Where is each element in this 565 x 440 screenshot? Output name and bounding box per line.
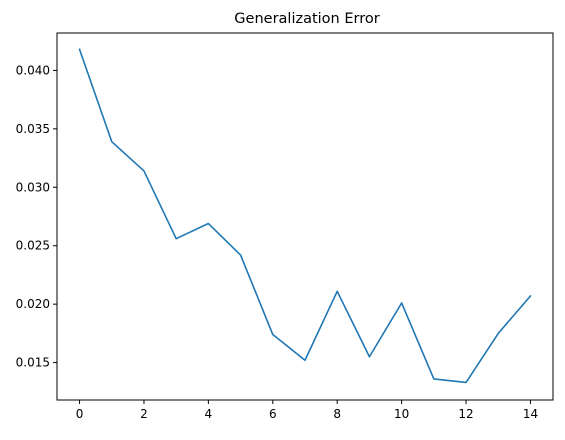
x-tick-label: 4	[205, 407, 213, 421]
series-line	[78, 48, 532, 384]
y-tick-label: 0.020	[16, 297, 50, 311]
x-tick-label: 0	[76, 407, 84, 421]
y-tick-label: 0.030	[16, 180, 50, 194]
x-tick-label: 2	[140, 407, 148, 421]
chart-title: Generalization Error	[234, 11, 379, 27]
x-tick-label: 10	[394, 407, 409, 421]
x-axis: 0 2 4 6 8 10 12 14	[76, 400, 538, 421]
x-tick-label: 14	[523, 407, 538, 421]
x-tick-label: 12	[458, 407, 473, 421]
y-tick-label: 0.035	[16, 122, 50, 136]
x-tick-label: 6	[269, 407, 277, 421]
plot-area-frame	[56, 32, 554, 401]
x-tick-label: 8	[333, 407, 341, 421]
series-layer	[78, 48, 532, 384]
y-axis: 0.015 0.020 0.025 0.030 0.035 0.040	[16, 63, 57, 370]
y-tick-label: 0.040	[16, 63, 50, 77]
y-tick-label: 0.025	[16, 239, 50, 253]
y-tick-label: 0.015	[16, 356, 50, 370]
